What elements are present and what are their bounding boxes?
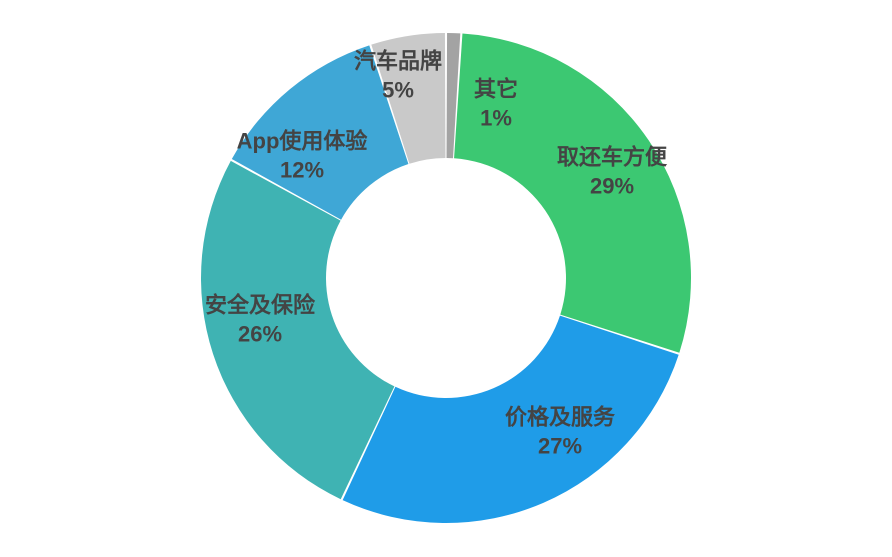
donut-slice [201, 161, 394, 499]
donut-chart: 其它1%取还车方便29%价格及服务27%安全及保险26%App使用体验12%汽车… [0, 0, 892, 557]
donut-svg [0, 0, 892, 557]
donut-slice [454, 34, 691, 353]
donut-slice [343, 316, 679, 523]
